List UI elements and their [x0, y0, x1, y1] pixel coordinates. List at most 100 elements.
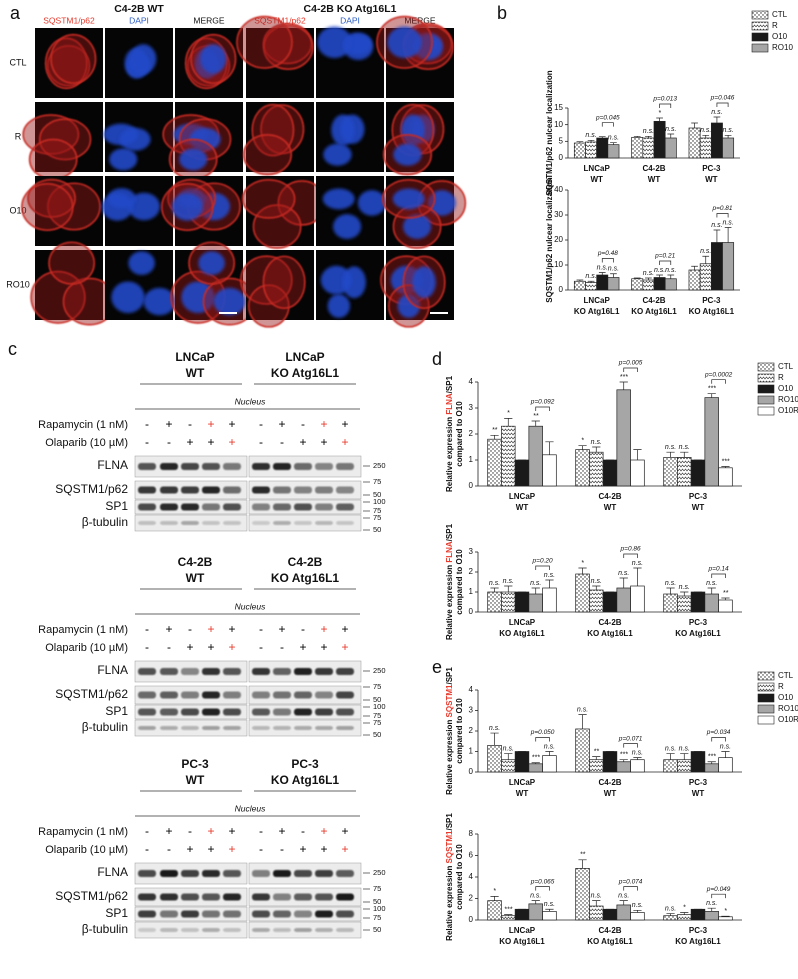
treatment-sign: -	[167, 640, 171, 654]
channel-label: SQSTM1/p62	[43, 15, 95, 25]
bar	[501, 591, 516, 613]
x-tick-label: WT	[516, 503, 529, 512]
blot-title: WT	[186, 571, 205, 585]
blot-band	[223, 708, 241, 716]
blot-band	[202, 870, 220, 877]
legend-swatch	[757, 671, 775, 681]
blot-band	[138, 463, 156, 470]
bar	[664, 278, 677, 291]
treatment-sign: -	[280, 435, 284, 449]
blot-band	[273, 503, 291, 511]
x-tick-label: C4-2B	[598, 618, 621, 627]
bar	[616, 389, 631, 487]
bar	[704, 397, 719, 487]
bar	[487, 438, 502, 487]
blot-band	[181, 870, 199, 877]
treatment-sign: +	[207, 622, 214, 636]
protein-label: FLNA	[97, 865, 128, 879]
blot-band	[336, 726, 354, 730]
blot-band	[223, 928, 241, 932]
p-value-bracket	[623, 886, 638, 891]
blot-band	[160, 726, 178, 730]
blot-band	[252, 486, 270, 494]
legend-swatch	[751, 10, 769, 20]
error-bar	[587, 139, 595, 142]
y-axis-label-part: FLNA	[445, 393, 454, 415]
x-tick-label: PC-3	[689, 618, 708, 627]
blot-band	[273, 928, 291, 932]
protein-label: β-tubulin	[82, 515, 128, 529]
blot-band	[223, 668, 241, 675]
group-header: C4-2B WT	[114, 3, 164, 15]
bar	[607, 277, 620, 291]
mw-label: 100	[373, 497, 386, 506]
treatment-sign: -	[259, 640, 263, 654]
y-axis-label: Relative expression FLNA/SP1	[445, 375, 454, 492]
blot-band	[138, 870, 156, 877]
y-tick-label: 2	[469, 429, 474, 438]
mw-label: 50	[373, 925, 381, 934]
significance-label: n.s.	[530, 892, 541, 899]
blot-band	[138, 910, 156, 918]
bar	[688, 269, 701, 291]
blot-band	[252, 463, 270, 470]
bar	[616, 904, 631, 921]
blot-band	[181, 726, 199, 730]
nucleus	[128, 251, 155, 275]
y-tick-label: 3	[469, 706, 474, 715]
mw-label: 250	[373, 666, 386, 675]
significance-label: ***	[620, 374, 628, 381]
treatment-sign: +	[341, 435, 348, 449]
bar	[653, 120, 666, 159]
blot-band	[315, 708, 333, 716]
blot-band	[252, 668, 270, 675]
blot-band	[181, 486, 199, 494]
blot-band	[294, 910, 312, 918]
p-value-bracket	[711, 379, 726, 384]
treatment-sign: +	[278, 622, 285, 636]
bar	[589, 589, 604, 613]
legend-swatch	[757, 362, 775, 372]
p-value-bracket	[535, 406, 550, 411]
error-bar	[724, 227, 732, 243]
bar	[631, 136, 644, 159]
legend-label: RO10	[772, 43, 793, 52]
treatment-sign: +	[320, 842, 327, 856]
protein-label: β-tubulin	[82, 720, 128, 734]
blot-band	[273, 910, 291, 918]
y-tick-label: 2	[469, 567, 474, 576]
y-axis-label: Relative expression SQSTM1/SP1	[445, 667, 454, 795]
blot-band	[294, 691, 312, 699]
error-bar	[713, 229, 721, 243]
bar	[699, 263, 712, 291]
error-bar	[666, 451, 675, 458]
nucleus	[130, 44, 157, 74]
significance-label: n.s.	[503, 578, 514, 585]
channel-label: DAPI	[340, 15, 360, 25]
treatment-sign: -	[280, 640, 284, 654]
panel-label: b	[497, 3, 507, 23]
error-bar	[504, 914, 513, 916]
blot-band	[138, 668, 156, 675]
blot-band	[202, 463, 220, 470]
significance-label: *	[724, 908, 727, 915]
p-value-bracket	[535, 737, 550, 742]
error-bar	[592, 756, 601, 760]
y-axis-label-part: Relative expression	[445, 563, 454, 640]
bar	[542, 587, 557, 613]
error-bar	[633, 567, 642, 586]
blot-band	[315, 463, 333, 470]
blot-band	[202, 486, 220, 494]
significance-label: n.s.	[643, 128, 654, 135]
significance-label: n.s.	[544, 901, 555, 908]
significance-label: n.s.	[632, 749, 643, 756]
legend-swatch	[757, 395, 775, 405]
treatment-sign: -	[145, 824, 149, 838]
x-tick-label: WT	[692, 789, 705, 798]
significance-label: n.s.	[679, 444, 690, 451]
y-axis-label-part: /SP1	[445, 523, 454, 541]
blot-band	[336, 668, 354, 675]
protein-label: SQSTM1/p62	[55, 889, 128, 903]
blot-band	[202, 928, 220, 932]
error-bar	[619, 577, 628, 588]
